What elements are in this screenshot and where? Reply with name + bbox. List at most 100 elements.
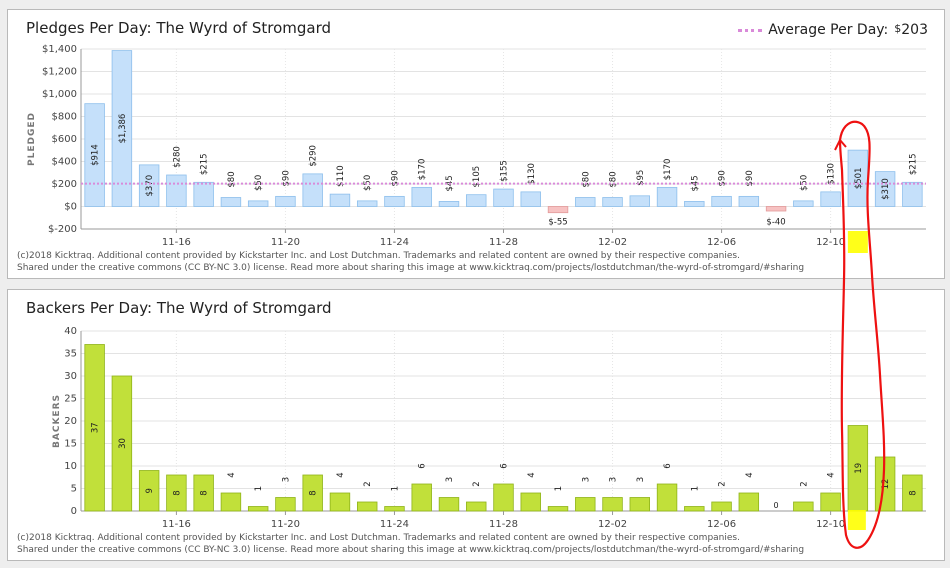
bar-value-label: $310 — [881, 178, 891, 200]
y-tick-label: $0 — [64, 202, 77, 213]
bar-value-label: $914 — [91, 144, 101, 166]
bar-value-label: 6 — [418, 463, 428, 468]
bar-value-label: 2 — [799, 481, 809, 486]
bar — [275, 195, 296, 207]
bar-value-label: 19 — [854, 463, 864, 474]
bar-value-label: 9 — [145, 488, 155, 493]
y-tick-label: $200 — [52, 179, 77, 190]
bar — [575, 197, 596, 207]
bar-value-label: $155 — [500, 160, 510, 182]
bar-value-label: $80 — [227, 171, 237, 187]
bar — [220, 197, 242, 207]
y-tick-label: 40 — [64, 326, 77, 337]
bar-value-label: $370 — [145, 175, 155, 197]
backers-chart-title: Backers Per Day: The Wyrd of Stromgard — [26, 299, 332, 317]
y-axis-label: PLEDGED — [27, 112, 37, 166]
bar — [656, 483, 678, 512]
bar-value-label: 3 — [636, 477, 646, 482]
bar-value-label: $80 — [609, 171, 619, 187]
bar — [275, 497, 296, 512]
bar — [247, 200, 269, 207]
x-tick-label: 11-28 — [489, 237, 518, 248]
x-tick-label: 11-28 — [489, 519, 518, 530]
bar — [356, 200, 378, 207]
x-tick-label: 11-20 — [271, 519, 300, 530]
bar — [384, 506, 405, 512]
average-legend-swatch — [738, 28, 763, 32]
bar-value-label: 8 — [309, 490, 319, 495]
bar-value-label: 3 — [281, 477, 291, 482]
y-tick-label: 15 — [64, 439, 77, 450]
y-tick-label: $1,200 — [42, 67, 77, 78]
bar — [84, 103, 105, 207]
x-tick-label: 11-24 — [380, 237, 409, 248]
bar-value-label: $95 — [636, 170, 646, 186]
pledges-chart-panel: Pledges Per Day: The Wyrd of Stromgard A… — [7, 9, 945, 279]
bar — [547, 506, 569, 512]
bar-value-label: 1 — [254, 486, 264, 491]
y-axis-label: BACKERS — [52, 394, 62, 448]
bar-value-label: $1,386 — [118, 114, 128, 144]
bar-value-label: $290 — [309, 145, 319, 167]
pledges-chart-title: Pledges Per Day: The Wyrd of Stromgard — [26, 19, 332, 37]
backers-credit-line-1: (c)2018 Kicktraq. Additional content pro… — [17, 533, 740, 543]
bar — [738, 195, 760, 207]
bar-value-label: 4 — [827, 472, 837, 477]
bar-value-label: $501 — [854, 167, 864, 189]
bar-value-label: $80 — [581, 171, 591, 187]
x-tick-label: 12-10 — [816, 237, 845, 248]
bar — [466, 501, 487, 512]
bar-value-label: $110 — [336, 165, 346, 187]
y-tick-label: 25 — [64, 394, 77, 405]
bar-value-label: 6 — [500, 463, 510, 468]
bar-value-label: $215 — [908, 153, 918, 175]
bar-value-label: $170 — [418, 159, 428, 181]
bar-value-label: $130 — [527, 163, 537, 185]
bar — [820, 191, 841, 207]
bar — [711, 195, 732, 207]
x-tick-label: 11-20 — [271, 237, 300, 248]
y-tick-label: 35 — [64, 349, 77, 360]
bar-value-label: $50 — [363, 175, 373, 191]
bar — [684, 201, 705, 207]
bar-value-label: 1 — [690, 486, 700, 491]
bar-value-label: 1 — [390, 486, 400, 491]
y-tick-label: $600 — [52, 134, 77, 145]
x-tick-label: 12-06 — [707, 237, 736, 248]
y-tick-label: 5 — [71, 484, 77, 495]
bar — [193, 474, 214, 512]
x-tick-label: 11-24 — [380, 519, 409, 530]
bar-value-label: $-40 — [766, 218, 785, 228]
y-tick-label: 10 — [64, 461, 77, 472]
bar-value-label: 8 — [200, 490, 210, 495]
bar — [629, 497, 651, 512]
bar — [602, 497, 623, 512]
pledges-credit: (c)2018 Kicktraq. Additional content pro… — [17, 250, 804, 274]
bar-value-label: 4 — [527, 472, 537, 477]
average-legend: Average Per Day: $203 — [738, 22, 928, 38]
bar — [193, 181, 214, 207]
bar-value-label: 4 — [227, 472, 237, 477]
x-tick-label: 11-16 — [162, 237, 191, 248]
bar — [575, 497, 596, 512]
pledges-bar-chart: $-200 $0 $200 $400 $600 $800 $1,000 $1,200 $1,40… — [27, 44, 926, 248]
bar-value-label: $105 — [472, 166, 482, 188]
bar — [166, 174, 187, 207]
bar-value-label: $50 — [799, 175, 809, 191]
bar-value-label: 2 — [718, 481, 728, 486]
bar-value-label: $90 — [281, 170, 291, 186]
bar-value-label: $45 — [690, 175, 700, 191]
bar — [138, 164, 160, 207]
y-tick-label: $800 — [52, 112, 77, 123]
bar — [493, 188, 514, 207]
average-legend-currency: $ — [894, 22, 902, 35]
bar-value-label: 6 — [663, 463, 673, 468]
y-tick-label: 0 — [71, 506, 77, 517]
bar-value-label: 1 — [554, 486, 564, 491]
x-tick-label: 12-02 — [598, 237, 627, 248]
y-tick-label: $1,000 — [42, 89, 77, 100]
bar — [656, 186, 678, 207]
average-legend-value: $203 — [894, 22, 928, 38]
bar-value-label: 2 — [363, 481, 373, 486]
x-tick-label: 11-16 — [162, 519, 191, 530]
